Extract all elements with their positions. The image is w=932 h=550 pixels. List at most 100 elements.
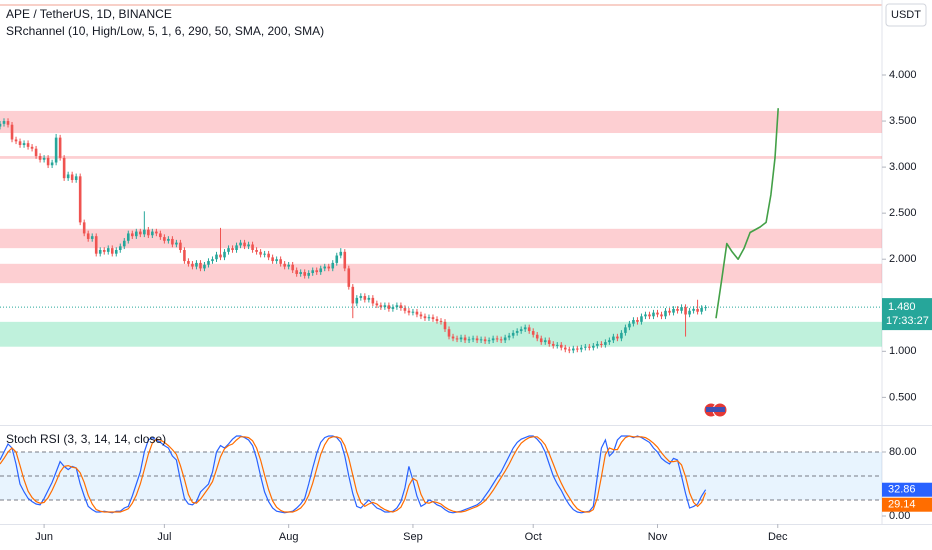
x-tick-label: Dec	[768, 531, 788, 543]
candle-body	[255, 250, 258, 252]
candle-body	[291, 264, 294, 271]
value-label-box	[882, 482, 932, 497]
candle-body	[203, 264, 206, 269]
candle-body	[419, 314, 423, 317]
flag-icons	[703, 402, 728, 418]
y-tick-label: 3.000	[889, 161, 917, 173]
candle-body	[231, 248, 234, 250]
candle-body	[527, 327, 531, 332]
candle-body	[327, 266, 331, 269]
candle-body	[375, 303, 379, 306]
candle-body	[628, 323, 631, 328]
candle-body	[6, 121, 10, 125]
candle-body	[592, 345, 595, 348]
candle-body	[692, 308, 695, 311]
candle-body	[30, 146, 34, 149]
candle-body	[347, 268, 351, 287]
candle-body	[576, 348, 579, 350]
candle-body	[259, 251, 262, 255]
candle-body	[567, 349, 571, 351]
candle-body	[632, 320, 635, 324]
candle-body	[696, 308, 699, 312]
plot-layer: Jun Jul Aug Sep Oct Nov Dec 4.000 3.500 3.000 2.50…	[0, 69, 932, 543]
candle-body	[139, 231, 142, 235]
candle-body	[114, 250, 118, 254]
currency-button[interactable]	[885, 3, 927, 27]
candle-body	[451, 336, 455, 339]
candle-body	[411, 311, 415, 313]
x-tick-label: Nov	[648, 531, 668, 543]
candle-body	[18, 141, 22, 145]
candle-body	[515, 331, 519, 333]
candle-body	[307, 273, 310, 276]
candle-body	[102, 250, 106, 252]
candle-body	[415, 311, 419, 315]
last-price-label: 1.480	[888, 301, 916, 313]
candle-body	[580, 347, 583, 350]
candle-body	[688, 310, 691, 315]
candle-body	[503, 337, 507, 341]
candle-body	[279, 259, 282, 264]
projection-line	[715, 108, 779, 319]
candle-body	[287, 264, 290, 267]
candle-body	[523, 327, 527, 330]
candle-body	[531, 331, 535, 335]
candle-body	[34, 148, 38, 157]
candle-body	[46, 157, 50, 166]
candle-body	[118, 246, 122, 250]
candle-body	[167, 238, 170, 241]
candle-body	[684, 307, 687, 315]
candle-body	[555, 344, 559, 346]
candle-body	[131, 233, 134, 237]
x-tick-label: Jun	[35, 531, 53, 543]
value-label-box	[882, 497, 932, 512]
candle-body	[479, 339, 483, 341]
candle-body	[495, 338, 499, 340]
candle-body	[263, 253, 266, 255]
candle-body	[283, 263, 286, 267]
candle-body	[427, 317, 431, 319]
candle-body	[10, 124, 14, 140]
candle-body	[543, 340, 547, 343]
candle-body	[559, 344, 563, 348]
candle-body	[616, 336, 619, 339]
sr-zone	[0, 110, 882, 134]
sr-zone	[0, 321, 882, 347]
y-tick-label: 0.500	[889, 391, 917, 403]
candle-body	[243, 242, 246, 247]
candle-body	[199, 262, 202, 269]
candle-body	[507, 335, 511, 338]
candle-body	[191, 263, 194, 267]
candle-body	[491, 338, 495, 341]
candle-body	[648, 314, 651, 317]
candle-body	[467, 339, 471, 341]
candle-body	[251, 244, 254, 250]
candle-body	[183, 250, 186, 262]
candle-body	[608, 340, 611, 343]
candle-body	[600, 343, 603, 345]
candle-body	[399, 305, 403, 309]
candle-body	[487, 340, 491, 342]
candle-body	[227, 248, 230, 252]
candle-body	[403, 308, 407, 311]
candle-body	[499, 339, 503, 341]
candle-body	[391, 307, 395, 309]
candle-body	[335, 255, 339, 263]
candle-body	[339, 251, 343, 256]
candle-body	[151, 231, 154, 236]
currency-label: USDT	[891, 9, 921, 21]
candle-body	[551, 343, 555, 346]
candle-body	[143, 229, 146, 235]
candle-body	[247, 244, 250, 247]
candle-body	[596, 343, 599, 346]
candle-body	[395, 305, 399, 308]
candle-body	[311, 270, 315, 274]
x-tick-label: Aug	[279, 531, 299, 543]
candle-body	[644, 314, 647, 317]
candle-body	[78, 176, 82, 223]
candle-body	[135, 231, 138, 237]
candle-body	[70, 174, 74, 180]
candle-body	[195, 262, 198, 267]
candle-body	[319, 268, 323, 273]
candle-body	[387, 305, 391, 309]
